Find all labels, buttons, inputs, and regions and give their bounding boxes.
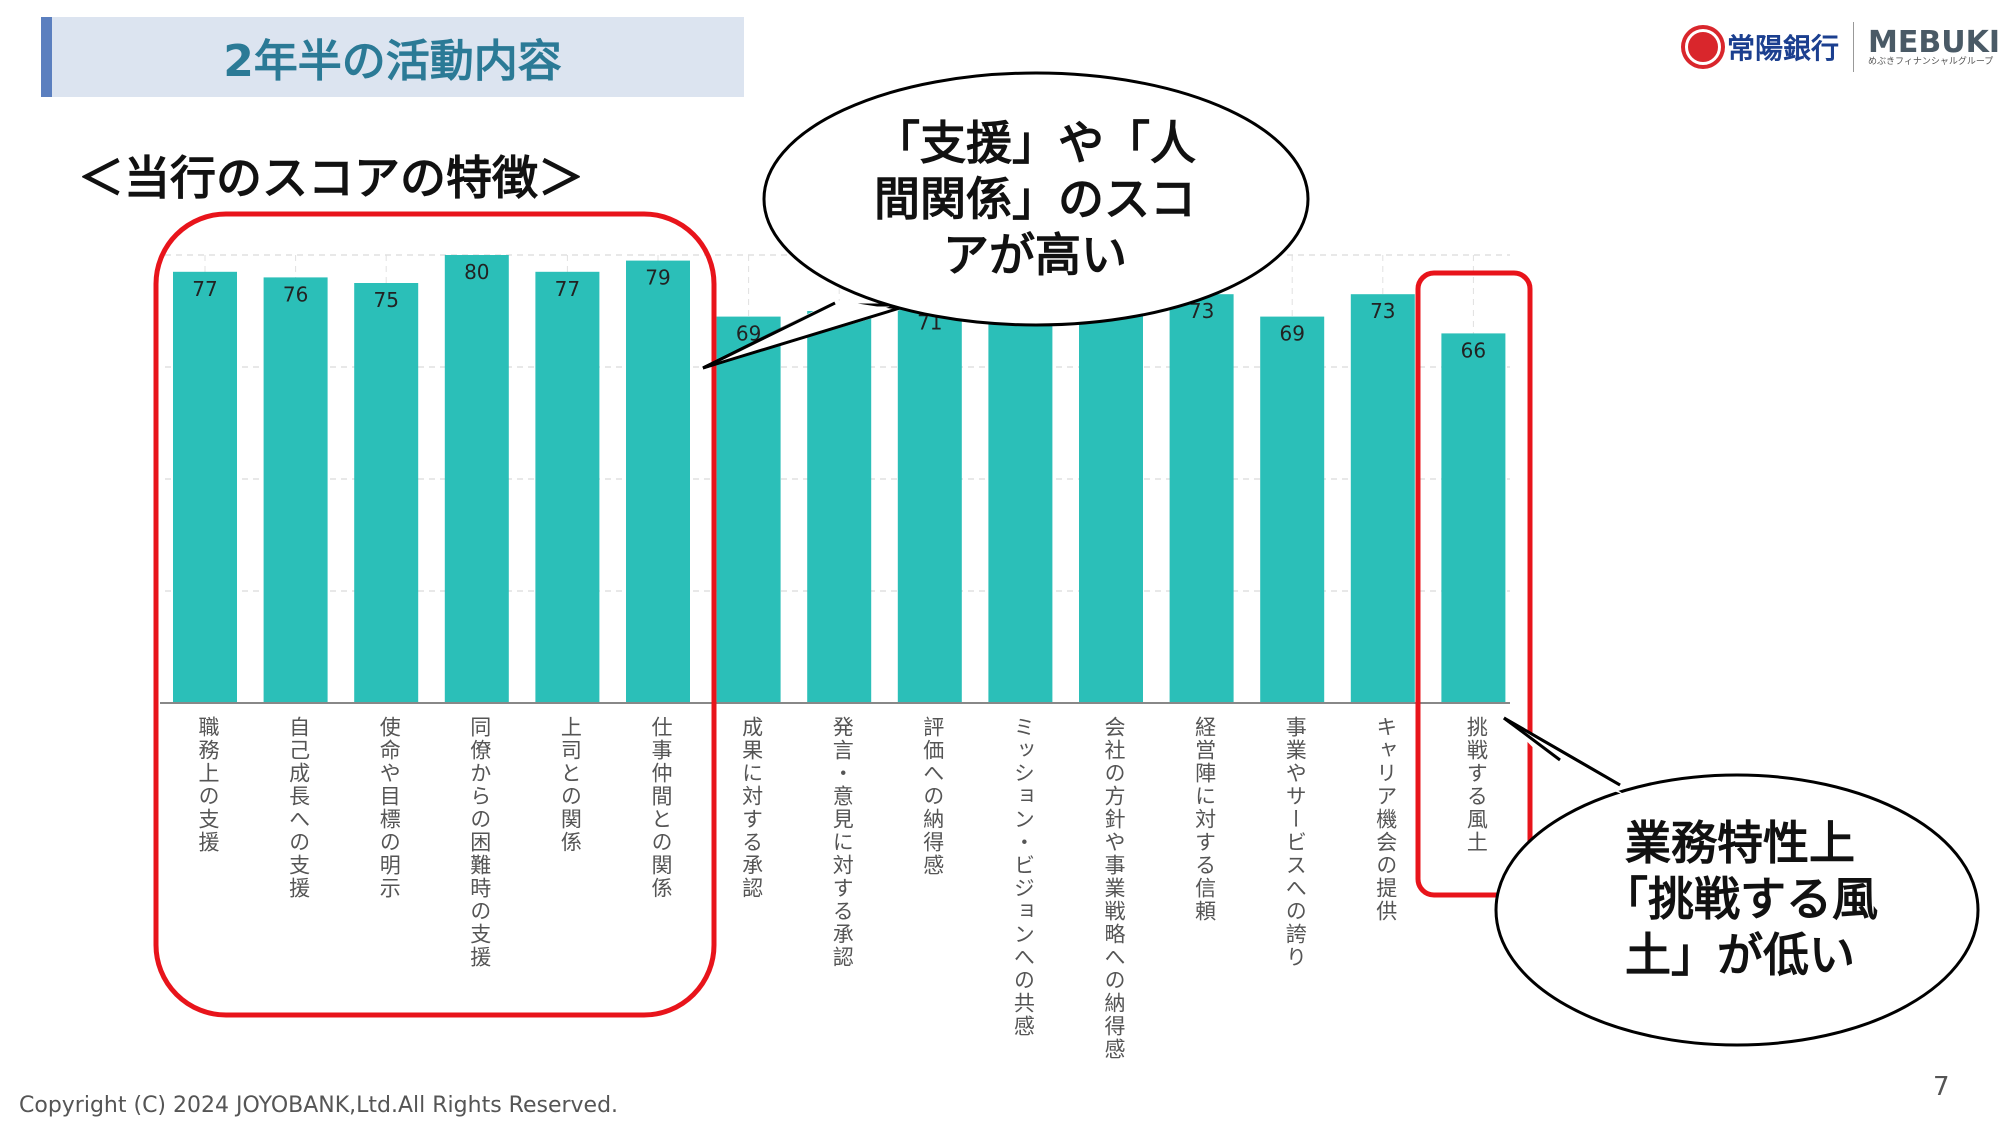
copyright: Copyright (C) 2024 JOYOBANK,Ltd.All Righ…	[19, 1093, 619, 1118]
bar	[1079, 299, 1143, 703]
title-accent	[41, 17, 52, 97]
bank-name: 常陽銀行	[1727, 32, 1840, 65]
data-label: 69	[1279, 322, 1304, 346]
x-tick-label: 経営陣に対する信頼	[1192, 716, 1217, 923]
page-number: 7	[1933, 1072, 1950, 1102]
bar	[897, 305, 962, 703]
data-label: 80	[464, 260, 489, 284]
bar	[1350, 294, 1415, 703]
group-name: MEBUKI	[1868, 24, 2000, 60]
data-label: 79	[645, 266, 670, 290]
page-title: 2年半の活動内容	[223, 36, 562, 87]
data-label: 73	[1370, 299, 1395, 323]
x-tick-label: 仕事仲間との関係	[649, 716, 673, 900]
data-label: 75	[373, 288, 398, 312]
bar	[807, 311, 872, 703]
bar	[1260, 316, 1325, 703]
callout-high-text: 「支援」や「人間関係」のスコアが高い	[874, 116, 1196, 282]
joyo-sun-icon	[1685, 29, 1721, 65]
x-tick-label: 挑戦する風土	[1464, 716, 1489, 854]
data-label: 77	[555, 277, 580, 301]
highlight-box-low	[1415, 270, 1533, 898]
data-label: 76	[283, 282, 308, 306]
bar	[173, 271, 237, 703]
x-tick-label: 会社の方針や事業戦略への納得感	[1102, 716, 1126, 1061]
callout-high-bubble	[762, 71, 1310, 327]
subtitle: ＜当行のスコアの特徴＞	[78, 151, 584, 205]
x-tick-label: 事業やサービスへの誇り	[1283, 716, 1308, 969]
x-tick-label: 評価への納得感	[920, 716, 945, 877]
bar	[444, 255, 509, 703]
callout-low-text: 業務特性上「挑戦する風土」が低い	[1602, 816, 1878, 982]
bar	[626, 260, 690, 703]
highlight-box-high	[153, 211, 717, 1018]
logo: 常陽銀行 MEBUKI めぶきフィナンシャルグループ	[1685, 22, 2000, 72]
x-tick-label: 同僚からの困難時の支援	[467, 716, 492, 969]
data-label: 66	[1461, 338, 1486, 362]
x-tick-label: 成果に対する承認	[739, 716, 764, 900]
group-sub: めぶきフィナンシャルグループ	[1868, 56, 1994, 67]
bar	[535, 271, 600, 703]
callout-low-bubble	[1494, 773, 1980, 1047]
bar	[1441, 333, 1506, 703]
x-tick-label: ミッション・ビジョンへの共感	[1011, 716, 1036, 1038]
x-tick-label: キャリア機会の提供	[1373, 716, 1398, 923]
bar	[716, 316, 781, 703]
x-tick-label: 発言・意見に対する承認	[830, 716, 855, 969]
data-label: 77	[192, 277, 217, 301]
bar	[988, 299, 1053, 703]
bar	[1169, 294, 1234, 703]
x-tick-label: 使命や目標の明示	[377, 716, 402, 900]
x-tick-label: 自己成長への支援	[286, 716, 311, 900]
x-tick-label: 上司との関係	[558, 716, 583, 854]
x-tick-label: 職務上の支援	[196, 716, 220, 854]
bar	[354, 283, 419, 703]
title-bar: 2年半の活動内容	[41, 17, 744, 97]
bar	[263, 277, 328, 703]
